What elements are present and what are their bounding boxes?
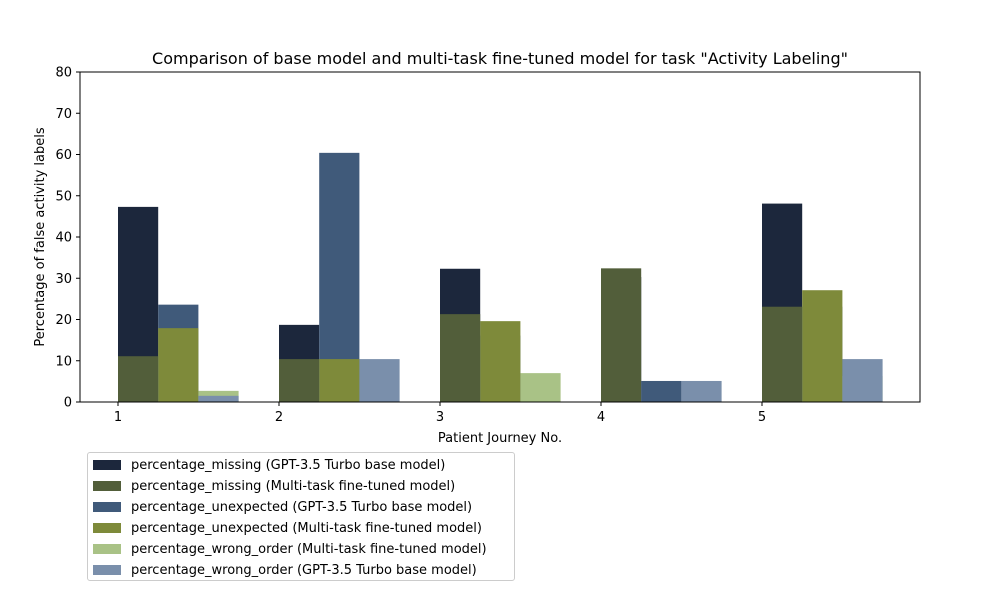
legend-swatch — [93, 460, 121, 470]
legend-label: percentage_wrong_order (Multi-task fine-… — [131, 541, 487, 557]
bar-series2-journey3 — [440, 314, 481, 402]
x-tick-label: 2 — [275, 410, 283, 425]
legend-label: percentage_missing (Multi-task fine-tune… — [131, 478, 456, 494]
legend-swatch — [93, 481, 121, 491]
bar-series6-journey4 — [681, 380, 722, 402]
y-tick-label: 80 — [55, 66, 72, 81]
legend-swatch — [93, 544, 121, 554]
legend-label: percentage_unexpected (Multi-task fine-t… — [131, 520, 482, 536]
x-tick-label: 1 — [114, 410, 122, 425]
legend-item: percentage_missing (GPT-3.5 Turbo base m… — [93, 455, 445, 475]
legend-item: percentage_unexpected (Multi-task fine-t… — [93, 518, 482, 538]
bar-series6-journey1 — [198, 395, 239, 402]
bar-series4-journey3 — [480, 321, 521, 402]
bar-series2-journey5 — [762, 306, 803, 402]
bar-series5-journey3 — [520, 373, 561, 402]
y-tick-label: 60 — [55, 148, 72, 163]
bar-series6-journey2 — [359, 359, 400, 402]
y-tick-label: 10 — [55, 354, 72, 369]
bar-series2-journey4 — [601, 268, 642, 402]
bar-series4-journey1 — [158, 328, 199, 402]
bar-series2-journey2 — [279, 359, 320, 402]
x-axis: 1 2 3 4 5 — [114, 402, 766, 425]
bar-series4-journey2 — [319, 359, 360, 402]
legend-swatch — [93, 523, 121, 533]
legend-item: percentage_missing (Multi-task fine-tune… — [93, 476, 455, 496]
y-tick-label: 70 — [55, 107, 72, 122]
y-tick-label: 50 — [55, 189, 72, 204]
bar-series2-journey1 — [118, 356, 159, 402]
legend-item: percentage_wrong_order (GPT-3.5 Turbo ba… — [93, 560, 477, 580]
bars — [118, 152, 883, 402]
x-tick-label: 3 — [436, 410, 444, 425]
y-axis-label: Percentage of false activity labels — [33, 127, 48, 346]
legend-label: percentage_missing (GPT-3.5 Turbo base m… — [131, 457, 446, 473]
y-tick-label: 0 — [64, 396, 72, 411]
legend-swatch — [93, 565, 121, 575]
legend-swatch — [93, 502, 121, 512]
x-axis-label: Patient Journey No. — [438, 431, 562, 446]
x-tick-label: 4 — [597, 410, 605, 425]
bar-series4-journey5 — [802, 290, 843, 402]
legend-label: percentage_unexpected (GPT-3.5 Turbo bas… — [131, 499, 473, 515]
y-tick-label: 30 — [55, 272, 72, 287]
legend-item: percentage_unexpected (GPT-3.5 Turbo bas… — [93, 497, 472, 517]
legend-item: percentage_wrong_order (Multi-task fine-… — [93, 539, 487, 559]
y-tick-label: 40 — [55, 231, 72, 246]
bar-series6-journey5 — [842, 359, 883, 402]
legend-label: percentage_wrong_order (GPT-3.5 Turbo ba… — [131, 562, 477, 578]
y-tick-label: 20 — [55, 313, 72, 328]
y-axis: 0 10 20 30 40 50 60 70 80 — [55, 66, 80, 411]
x-tick-label: 5 — [758, 410, 766, 425]
chart-title: Comparison of base model and multi-task … — [152, 49, 848, 68]
bar-series3-journey4 — [641, 380, 682, 402]
legend: percentage_missing (GPT-3.5 Turbo base m… — [87, 452, 515, 581]
